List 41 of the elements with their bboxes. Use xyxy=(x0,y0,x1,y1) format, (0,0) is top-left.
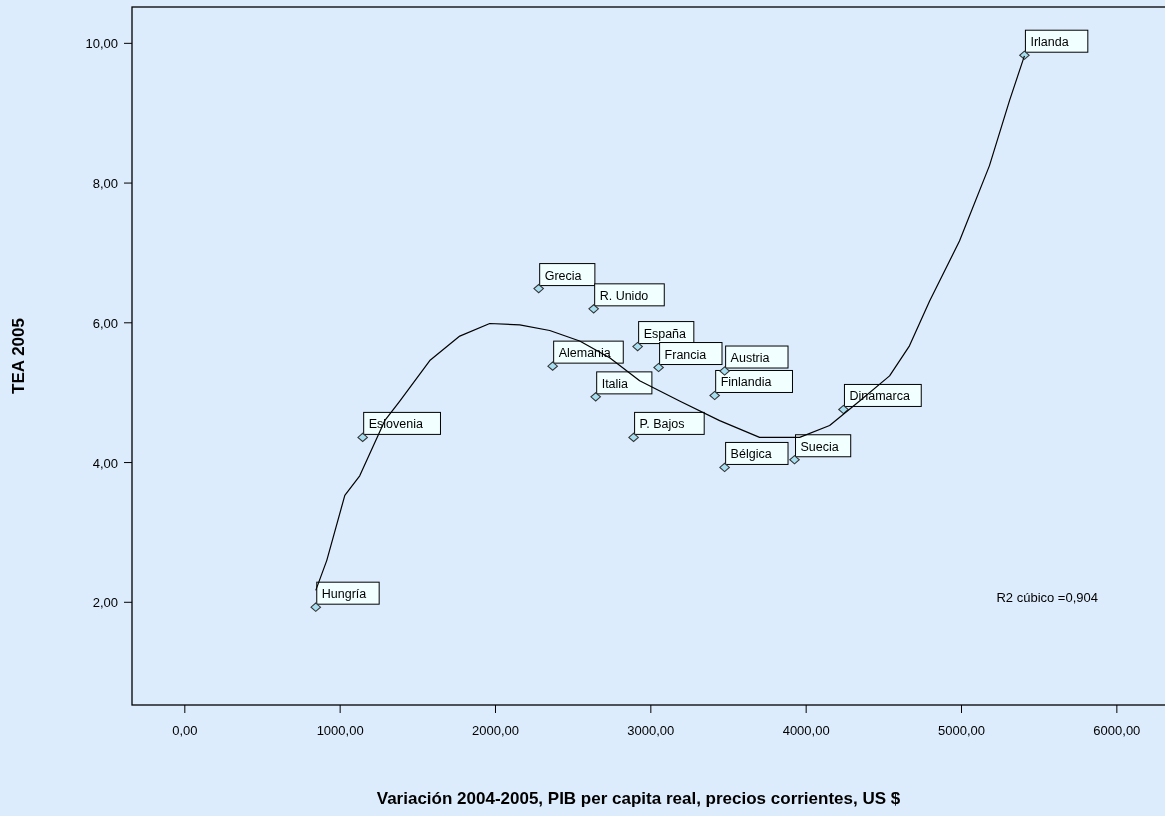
y-axis-title: TEA 2005 xyxy=(9,318,28,394)
point xyxy=(590,392,601,402)
annotation: Irlanda xyxy=(1030,35,1069,50)
annotation: Bélgica xyxy=(730,447,772,462)
point xyxy=(632,341,643,352)
x-tick-label: 3000,00 xyxy=(627,723,675,738)
point xyxy=(628,432,639,443)
annotation: Suecia xyxy=(800,439,839,454)
point xyxy=(709,390,720,401)
point xyxy=(533,283,544,294)
x-tick-label: 0,00 xyxy=(172,723,198,738)
annotation: Francia xyxy=(664,347,707,362)
y-tick-label: 6,00 xyxy=(92,315,118,331)
y-tick-label: 8,00 xyxy=(92,176,118,192)
x-tick-label: 4000,00 xyxy=(782,723,830,738)
x-tick-label: 1000,00 xyxy=(316,723,364,738)
annotation: Italia xyxy=(601,376,629,391)
point xyxy=(838,404,849,415)
point xyxy=(588,304,599,314)
point xyxy=(357,432,368,443)
x-tick-label: 2000,00 xyxy=(471,723,519,738)
annotation: España xyxy=(643,326,687,341)
x-axis-title: Variación 2004-2005, PIB per capita real, precios corrientes, US $ xyxy=(376,789,901,808)
annotation: R. Unido xyxy=(599,288,649,303)
y-tick-label: 10,00 xyxy=(85,36,118,52)
x-tick-label: 6000,00 xyxy=(1093,723,1141,738)
point xyxy=(310,602,322,612)
point xyxy=(547,361,558,371)
annotation: Finlandia xyxy=(720,375,772,390)
point xyxy=(719,366,730,376)
point xyxy=(789,455,800,465)
x-tick-label: 5000,00 xyxy=(938,723,986,738)
annotation: P. Bajos xyxy=(639,417,685,432)
annotation: Austria xyxy=(730,351,770,366)
y-tick-label: 2,00 xyxy=(92,595,118,611)
annotation: R2 cúbico =0,904 xyxy=(996,590,1098,605)
y-tick-label: 4,00 xyxy=(92,455,118,471)
point xyxy=(653,362,664,373)
point xyxy=(719,462,730,473)
annotation: Grecia xyxy=(544,268,582,283)
annotation: Hungría xyxy=(321,587,367,602)
